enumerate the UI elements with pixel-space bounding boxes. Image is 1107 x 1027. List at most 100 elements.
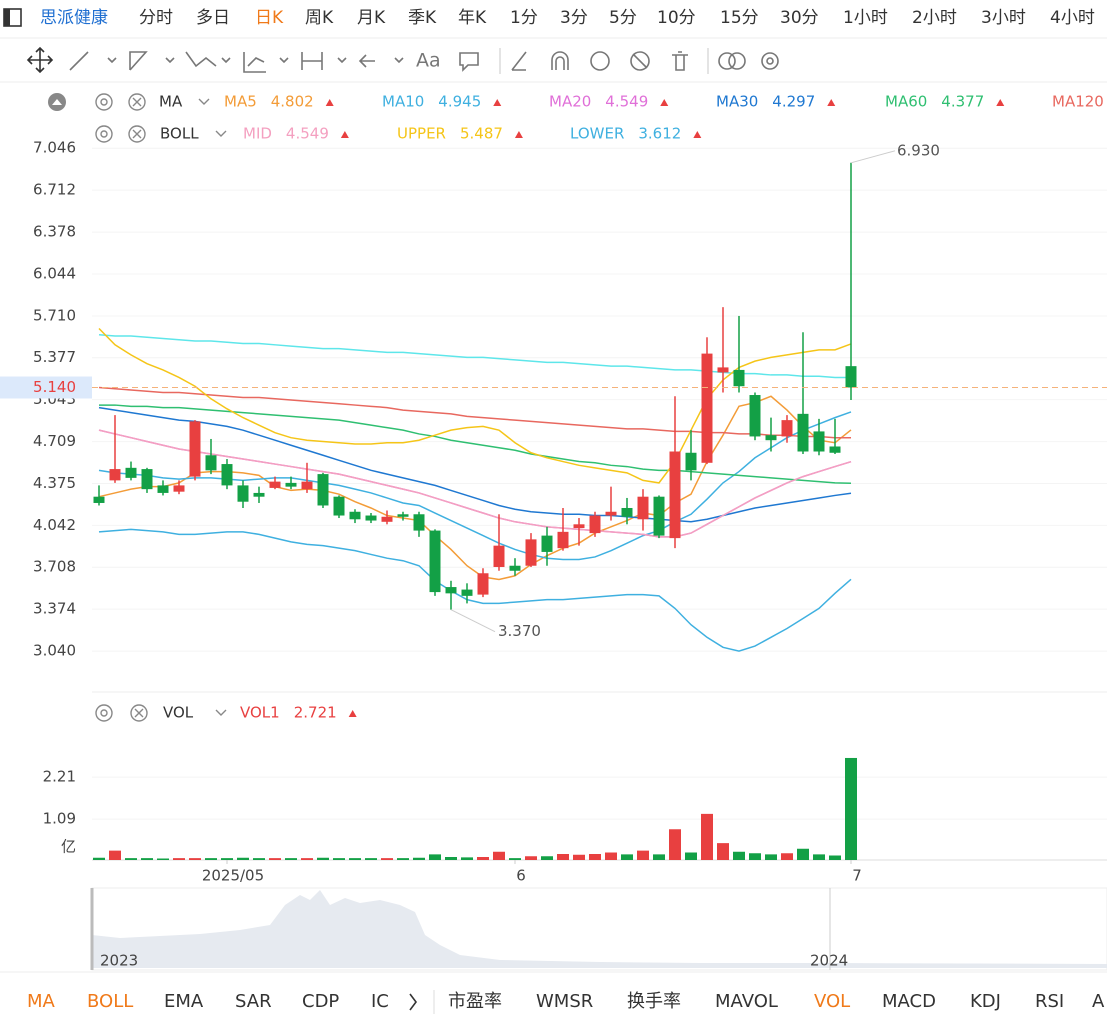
- indicator-tab[interactable]: 换手率: [627, 991, 681, 1012]
- candle-body: [781, 420, 793, 437]
- indicator-tab[interactable]: VOL: [814, 991, 850, 1012]
- volume-bar: [605, 852, 617, 860]
- period-tab[interactable]: 2小时: [912, 8, 957, 28]
- y-unit: 亿: [61, 838, 76, 856]
- indicator-tab[interactable]: MAVOL: [715, 991, 778, 1012]
- indicator-tab[interactable]: EMA: [164, 991, 204, 1012]
- period-tab[interactable]: 15分: [720, 8, 759, 28]
- candle-body: [525, 539, 537, 566]
- volume-bar: [205, 858, 217, 860]
- candle-body: [669, 451, 681, 539]
- volume-bar: [189, 858, 201, 860]
- volume-bar: [637, 850, 649, 860]
- legend-label: VOL1: [240, 704, 280, 722]
- candle-body: [333, 496, 345, 516]
- candle-body: [829, 446, 841, 453]
- volume-bar: [749, 853, 761, 860]
- navigator[interactable]: [90, 887, 1107, 971]
- volume-bar: [157, 858, 169, 860]
- stock-name[interactable]: 思派健康: [40, 8, 108, 28]
- candle-body: [109, 469, 121, 481]
- volume-bar: [589, 854, 601, 860]
- candle-body: [605, 511, 617, 516]
- indicator-tab[interactable]: IC: [371, 991, 389, 1012]
- legend-label: MA30: [716, 93, 758, 111]
- volume-bar: [269, 858, 281, 860]
- min-annotation: 3.370: [498, 622, 541, 640]
- indicator-tab[interactable]: SAR: [235, 991, 272, 1012]
- indicator-tab[interactable]: MACD: [882, 991, 936, 1012]
- trend-arrow: [493, 99, 502, 106]
- period-tab[interactable]: 日K: [255, 8, 284, 28]
- y-tick-label: 7.046: [33, 139, 76, 157]
- period-tab[interactable]: 10分: [657, 8, 696, 28]
- y-tick-label: 3.374: [33, 600, 76, 618]
- period-tab[interactable]: 1小时: [843, 8, 888, 28]
- volume-bar: [317, 857, 329, 860]
- legend-label: MA60: [885, 93, 927, 111]
- indicator-tab[interactable]: 市盈率: [448, 991, 502, 1012]
- indicator-name[interactable]: VOL: [163, 704, 194, 722]
- indicator-name[interactable]: MA: [159, 93, 183, 111]
- indicator-name[interactable]: BOLL: [160, 125, 199, 143]
- candle-body: [749, 395, 761, 437]
- tab-scroll[interactable]: [409, 993, 417, 1011]
- nav-icon[interactable]: [3, 8, 22, 27]
- period-tab[interactable]: 年K: [458, 8, 487, 28]
- indicator-tab[interactable]: MA: [27, 991, 56, 1012]
- indicator-tab[interactable]: KDJ: [970, 991, 1001, 1012]
- candle-body: [685, 452, 697, 471]
- volume-bar: [301, 858, 313, 860]
- volume-bar: [781, 853, 793, 860]
- period-tab[interactable]: 1分: [510, 8, 538, 28]
- legend-value: 4.297: [772, 93, 815, 111]
- volume-bar: [285, 858, 297, 860]
- period-tab[interactable]: 季K: [408, 8, 437, 28]
- period-tab[interactable]: 5分: [609, 8, 637, 28]
- indicator-tab[interactable]: A: [1092, 991, 1105, 1012]
- period-tab[interactable]: 3小时: [981, 8, 1026, 28]
- y-tick-label: 5.377: [33, 348, 76, 366]
- trend-arrow: [996, 99, 1005, 106]
- period-tab[interactable]: 月K: [357, 8, 386, 28]
- candle-body: [813, 431, 825, 452]
- volume-bar: [701, 813, 713, 860]
- volume-bar: [541, 856, 553, 860]
- volume-bar: [253, 858, 265, 860]
- legend-icons[interactable]: [48, 93, 227, 722]
- period-tab[interactable]: 多日: [196, 8, 230, 28]
- period-tab[interactable]: 3分: [560, 8, 588, 28]
- indicator-line: [98, 528, 852, 652]
- indicator-tab[interactable]: RSI: [1035, 991, 1064, 1012]
- navigator-label: 2023: [100, 952, 138, 970]
- legend-value: 4.945: [438, 93, 481, 111]
- period-tab[interactable]: 30分: [780, 8, 819, 28]
- legend-label: MID: [243, 125, 272, 143]
- trend-arrow: [348, 710, 357, 717]
- legend-value: 5.487: [460, 125, 503, 143]
- period-tab[interactable]: 分时: [139, 8, 173, 28]
- candle-body: [845, 366, 857, 388]
- period-tab[interactable]: 4小时: [1050, 8, 1095, 28]
- volume-bar: [797, 848, 809, 860]
- trend-arrow: [827, 99, 836, 106]
- toolbar-text[interactable]: Aa: [416, 50, 441, 72]
- volume-bar: [93, 857, 105, 860]
- candle-body: [621, 507, 633, 517]
- y-tick-label: 5.710: [33, 306, 76, 324]
- x-tick-label: 7: [852, 867, 862, 885]
- candle-body: [589, 515, 601, 534]
- indicator-tab[interactable]: BOLL: [87, 991, 133, 1012]
- volume-bar: [765, 854, 777, 860]
- volume-bar: [829, 855, 841, 860]
- y-tick-label: 1.09: [43, 810, 76, 828]
- y-tick-label: 4.375: [33, 474, 76, 492]
- indicator-tab[interactable]: WMSR: [536, 991, 593, 1012]
- candle-body: [461, 589, 473, 596]
- candle-body: [653, 496, 665, 536]
- annotation-leader: [850, 150, 896, 164]
- y-tick-label: 3.040: [33, 642, 76, 660]
- period-tab[interactable]: 周K: [305, 8, 334, 28]
- indicator-tab[interactable]: CDP: [302, 991, 339, 1012]
